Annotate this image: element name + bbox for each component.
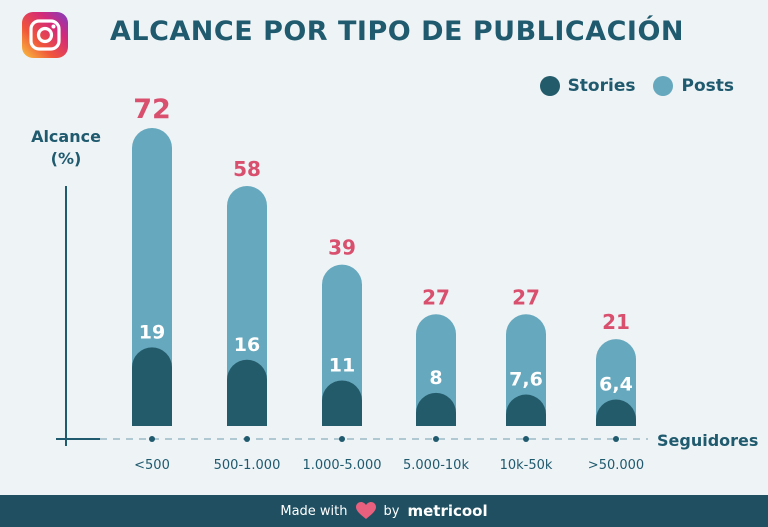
footer-made-with: Made with <box>280 503 348 519</box>
data-label-posts: 27 <box>422 285 450 309</box>
x-tick-label: 5.000-10k <box>403 458 469 473</box>
data-label-posts: 27 <box>512 285 540 309</box>
data-label-posts: 39 <box>328 236 356 260</box>
x-tick-dot <box>244 436 250 442</box>
x-tick-dot <box>523 436 529 442</box>
x-axis-label: Seguidores <box>657 431 759 450</box>
legend-label-posts: Posts <box>681 76 734 96</box>
bar-stories <box>132 347 172 426</box>
instagram-icon <box>22 12 68 58</box>
bar-stories <box>322 380 362 426</box>
footer-brand: metricool <box>407 502 488 520</box>
x-tick-label: 500-1.000 <box>214 458 281 473</box>
x-tick-label: <500 <box>134 458 170 473</box>
bar-chart: 72 19 <500 58 16 500-1.000 39 11 1.000-5.000 27 8 5… <box>56 94 648 473</box>
legend-swatch-posts <box>653 76 674 96</box>
x-tick-dot <box>339 436 345 442</box>
legend-item-stories: Stories <box>539 76 636 96</box>
bar-stories <box>227 359 267 426</box>
data-label-stories: 16 <box>234 334 260 356</box>
x-tick-label: 10k-50k <box>500 458 553 473</box>
legend-label-stories: Stories <box>567 76 636 96</box>
data-label-stories: 7,6 <box>509 369 543 391</box>
footer-by: by <box>383 503 400 519</box>
data-label-stories: 8 <box>429 367 442 389</box>
data-label-stories: 6,4 <box>599 374 633 396</box>
y-axis-label-line1: Alcance <box>31 127 101 146</box>
chart-legend: Stories Posts <box>539 76 734 96</box>
y-axis-label-line2: (%) <box>50 149 82 168</box>
legend-swatch-stories <box>539 76 560 96</box>
bar-stories <box>596 399 636 426</box>
bar-stories <box>416 392 457 426</box>
data-label-posts: 72 <box>133 94 171 125</box>
x-tick-label: >50.000 <box>588 458 644 473</box>
heart-icon <box>355 502 376 519</box>
x-tick-label: 1.000-5.000 <box>302 458 381 473</box>
footer-bar: Made with by metricool <box>0 495 768 527</box>
x-tick-dot <box>149 436 155 442</box>
x-tick-dot <box>613 436 619 442</box>
x-tick-dot <box>433 436 439 442</box>
data-label-stories: 11 <box>329 354 355 376</box>
chart-title: ALCANCE POR TIPO DE PUBLICACIÓN <box>110 16 685 47</box>
data-label-posts: 58 <box>233 157 261 181</box>
data-label-posts: 21 <box>602 310 630 334</box>
legend-item-posts: Posts <box>653 76 734 96</box>
y-axis-label: Alcance (%) <box>26 126 106 170</box>
data-label-stories: 19 <box>139 321 165 343</box>
bar-stories <box>506 394 546 426</box>
